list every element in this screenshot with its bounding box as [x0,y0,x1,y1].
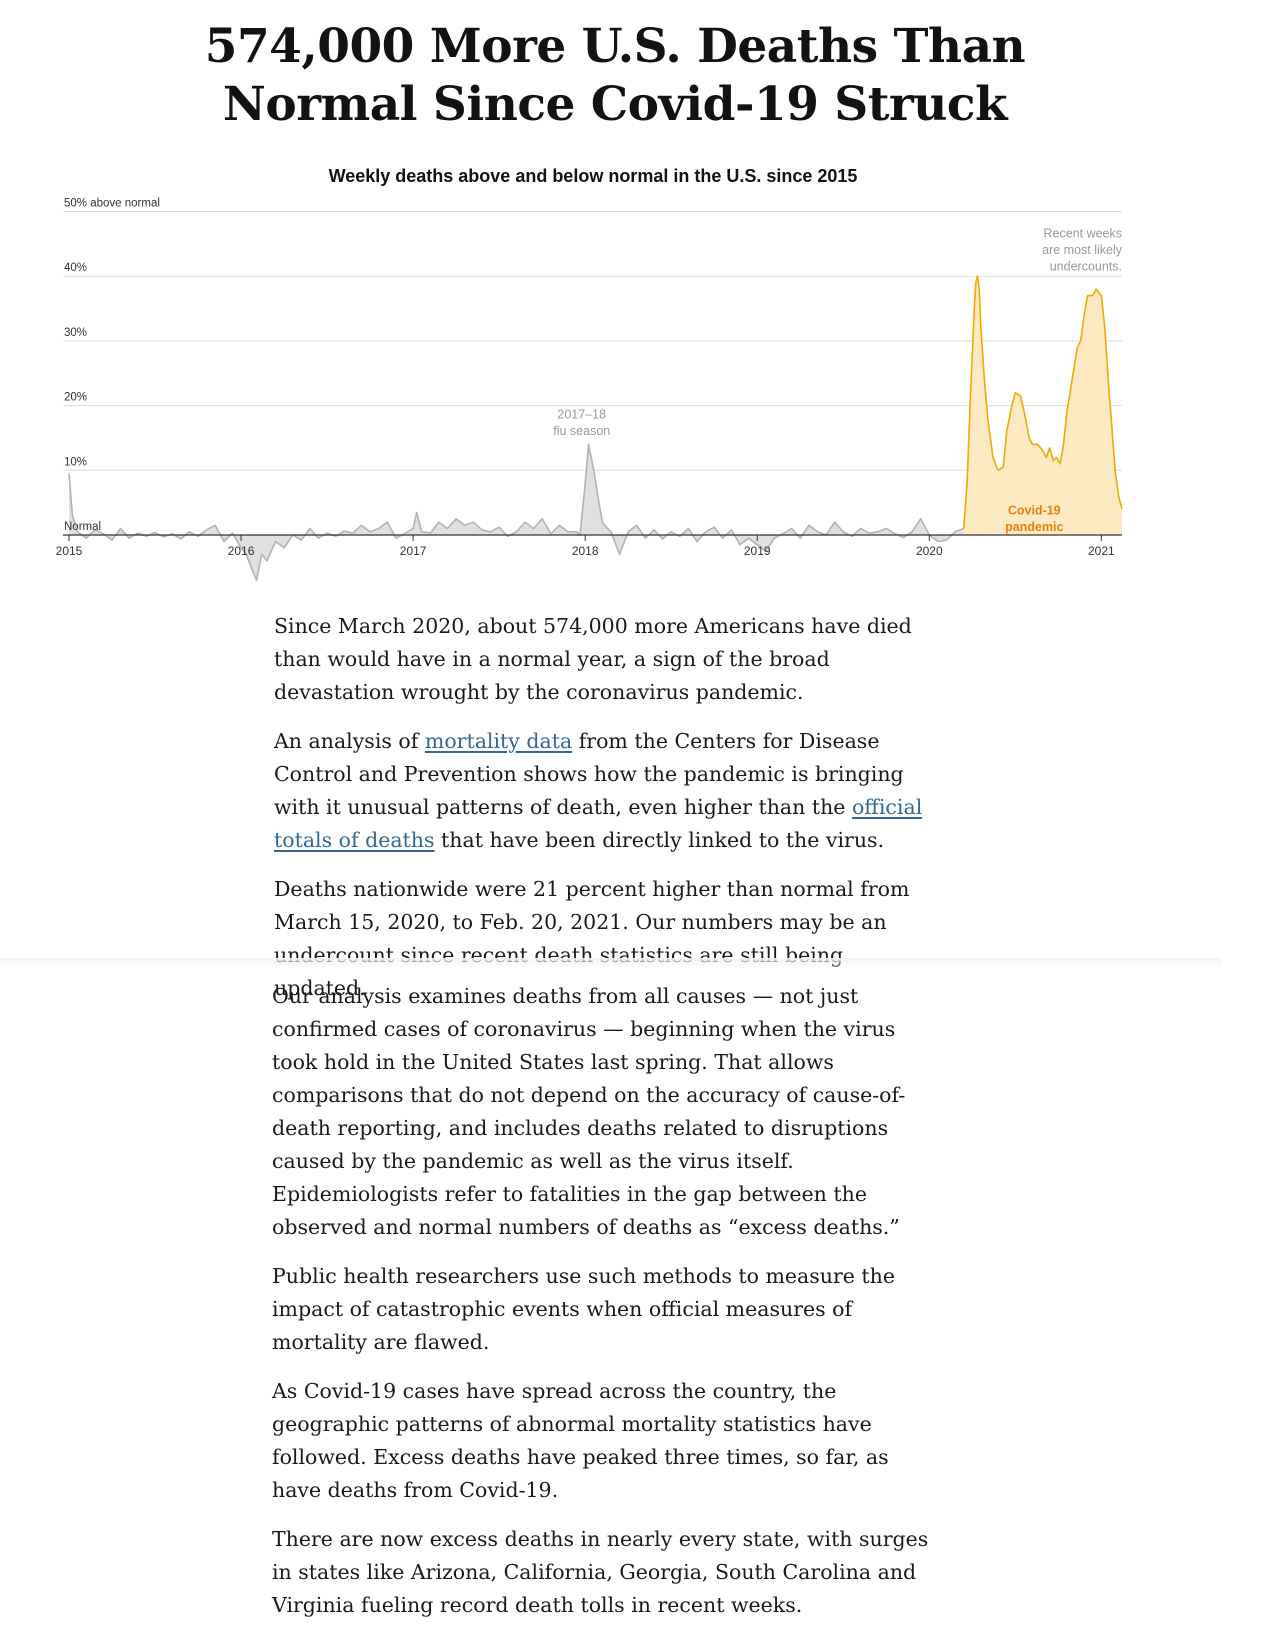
y-tick-label: 20% [64,392,87,404]
x-tick-label: 2015 [56,544,83,558]
paragraph-2-text-b: from the Centers for Disease Control and… [274,729,904,819]
annotation-flu-line: 2017–18 [557,408,606,422]
x-tick-label: 2021 [1088,544,1115,558]
y-tick-label: 50% above normal [64,198,160,210]
annotation-covid-line: pandemic [1005,520,1063,534]
baseline-series-line [68,443,964,582]
y-tick-label: 10% [64,456,87,468]
annotation-recent-line: are most likely [1042,243,1123,257]
article-body-bottom: Our analysis examines deaths from all ca… [272,980,932,1638]
annotation-flu-line: flu season [553,424,610,438]
official-totals-link[interactable]: official totals of deaths [274,795,923,852]
axis-layer [63,534,1122,541]
article-paragraph-5: Public health researchers use such metho… [272,1264,895,1354]
x-tick-label: 2017 [400,544,427,558]
baseline-series-fill [69,444,964,581]
headline-line-1: 574,000 More U.S. Deaths Than [204,19,1026,74]
article-body-top: Since March 2020, about 574,000 more Ame… [274,610,934,1021]
x-tick-label: 2019 [744,544,771,558]
x-tick-label: 2016 [228,544,255,558]
area-layer [68,275,1123,582]
article-paragraph-4: Our analysis examines deaths from all ca… [272,984,906,1239]
mortality-data-link[interactable]: mortality data [424,729,573,753]
annotation-recent-line: Recent weeks [1043,226,1122,240]
covid-series-line [962,275,1123,529]
section-divider [0,958,1222,968]
y-tick-label: 30% [64,327,87,339]
annotation-covid-line: Covid-19 [1008,503,1061,517]
y-tick-label: Normal [64,521,101,533]
covid-series-fill [963,276,1122,535]
x-tick-label: 2018 [572,544,599,558]
excess-deaths-chart: 50% above normal 40% 30% 20% 10% Normal 2015 20… [56,198,1123,582]
headline: 574,000 More U.S. Deaths Than Normal Sin… [0,18,1230,134]
y-tick-label: 40% [64,262,87,274]
article-paragraph-2: An analysis of mortality data from the C… [274,725,934,857]
x-tick-label: 2020 [916,544,943,558]
article-paragraph-6: As Covid-19 cases have spread across the… [272,1379,889,1502]
headline-line-2: Normal Since Covid-19 Struck [222,77,1008,132]
article-paragraph-1: Since March 2020, about 574,000 more Ame… [274,614,912,704]
label-layer: 50% above normal 40% 30% 20% 10% Normal 2015 20… [56,198,1123,559]
chart-title: Weekly deaths above and below normal in … [328,166,858,186]
annotation-recent-line: undercounts. [1050,259,1122,273]
article-paragraph-7: There are now excess deaths in nearly ev… [272,1527,929,1617]
paragraph-2-text-a: An analysis of [274,729,425,753]
paragraph-2-text-c: that have been directly linked to the vi… [434,828,885,852]
